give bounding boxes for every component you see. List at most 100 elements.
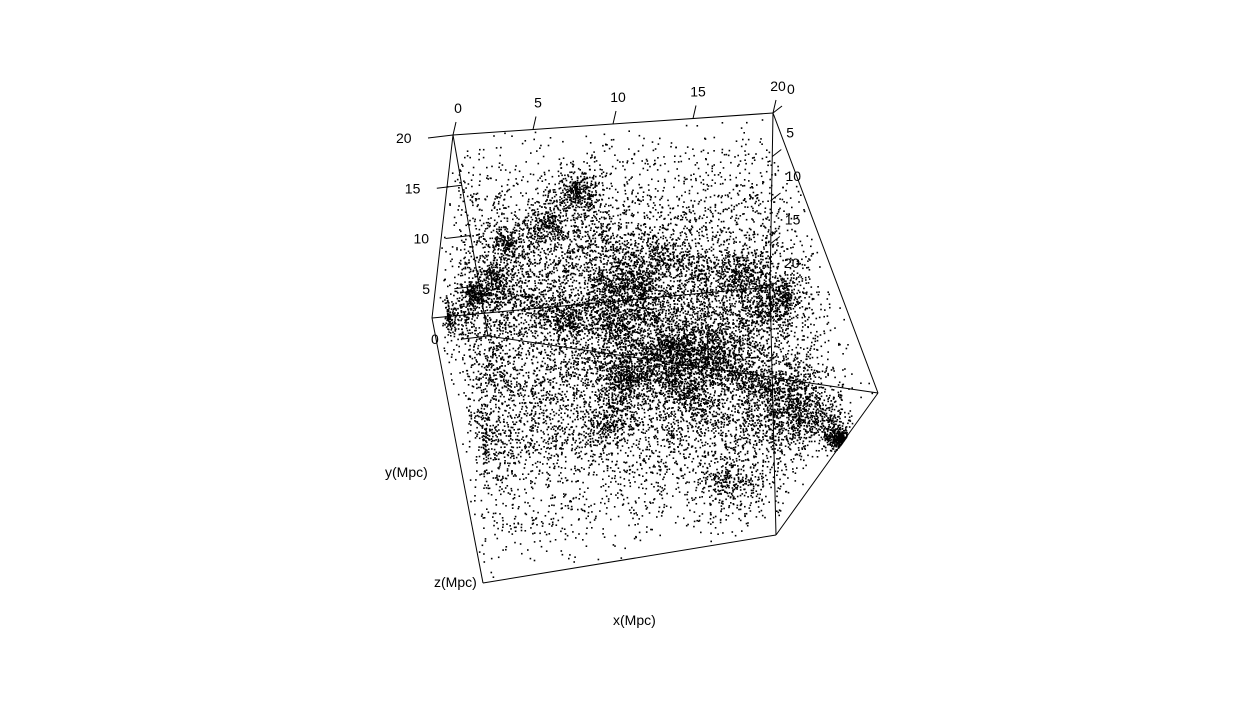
data-point bbox=[523, 385, 525, 388]
data-point bbox=[530, 316, 533, 319]
data-point bbox=[474, 495, 476, 497]
data-point bbox=[726, 208, 728, 211]
data-point bbox=[763, 395, 766, 398]
data-point bbox=[714, 206, 717, 208]
data-point bbox=[806, 402, 809, 404]
data-point bbox=[693, 200, 696, 202]
data-point bbox=[608, 272, 611, 274]
data-point bbox=[619, 403, 622, 405]
data-point bbox=[628, 328, 630, 330]
data-point bbox=[628, 148, 630, 150]
data-point bbox=[711, 227, 713, 229]
data-point bbox=[665, 382, 667, 384]
data-point bbox=[609, 333, 611, 336]
data-point bbox=[784, 297, 787, 300]
data-point bbox=[667, 385, 670, 387]
data-point bbox=[666, 492, 668, 495]
data-point bbox=[778, 346, 780, 349]
data-point bbox=[522, 239, 525, 241]
data-point bbox=[776, 315, 778, 317]
data-point bbox=[647, 387, 650, 390]
data-point bbox=[467, 311, 470, 313]
data-point bbox=[736, 504, 739, 507]
data-point bbox=[779, 255, 782, 258]
data-point bbox=[598, 456, 601, 458]
data-point bbox=[758, 312, 760, 314]
data-point bbox=[608, 386, 610, 388]
data-point bbox=[638, 518, 640, 520]
data-point bbox=[544, 323, 547, 326]
data-point bbox=[614, 274, 616, 277]
data-point bbox=[638, 281, 640, 284]
data-point bbox=[652, 417, 654, 419]
data-point bbox=[665, 376, 668, 379]
data-point bbox=[760, 270, 762, 272]
data-point bbox=[496, 305, 499, 307]
data-point bbox=[798, 454, 801, 457]
data-point bbox=[626, 405, 628, 408]
data-point bbox=[734, 254, 736, 256]
data-point bbox=[482, 233, 485, 235]
data-point bbox=[714, 346, 717, 349]
data-point bbox=[540, 521, 543, 523]
data-point bbox=[554, 243, 556, 245]
data-point bbox=[512, 452, 514, 455]
data-point bbox=[510, 294, 512, 297]
data-point bbox=[489, 225, 491, 227]
data-point bbox=[609, 283, 612, 285]
data-point bbox=[619, 218, 622, 221]
data-point bbox=[827, 374, 829, 377]
data-point bbox=[810, 403, 812, 405]
data-point bbox=[581, 179, 584, 182]
data-point bbox=[737, 279, 740, 281]
data-point bbox=[706, 376, 709, 378]
data-point bbox=[594, 366, 597, 369]
data-point bbox=[517, 460, 520, 463]
data-point bbox=[615, 325, 618, 328]
data-point bbox=[492, 310, 494, 313]
data-point bbox=[622, 279, 625, 282]
data-point bbox=[754, 402, 757, 404]
data-point bbox=[785, 356, 787, 358]
data-point bbox=[673, 280, 675, 283]
data-point bbox=[716, 468, 718, 471]
data-point bbox=[590, 240, 592, 243]
data-point bbox=[485, 382, 487, 384]
data-point bbox=[662, 237, 664, 240]
data-point bbox=[726, 247, 729, 249]
data-point bbox=[501, 255, 503, 258]
data-point bbox=[529, 429, 531, 431]
data-point bbox=[612, 257, 614, 259]
data-point bbox=[751, 218, 753, 220]
data-point bbox=[599, 334, 602, 337]
data-point bbox=[631, 344, 634, 347]
data-point bbox=[563, 528, 566, 530]
data-point bbox=[651, 340, 654, 342]
data-point bbox=[738, 459, 741, 461]
data-point bbox=[603, 386, 606, 389]
data-point bbox=[612, 334, 614, 337]
data-point bbox=[548, 379, 551, 382]
data-point bbox=[497, 527, 499, 530]
data-point bbox=[688, 366, 691, 369]
data-point bbox=[777, 413, 779, 415]
data-point bbox=[601, 384, 603, 387]
data-point bbox=[837, 434, 840, 436]
data-point bbox=[759, 472, 762, 475]
data-point bbox=[600, 455, 602, 458]
data-point bbox=[760, 258, 762, 261]
data-point bbox=[742, 430, 745, 433]
data-point bbox=[618, 252, 621, 254]
data-point bbox=[755, 295, 757, 298]
data-point bbox=[712, 373, 715, 375]
data-point bbox=[768, 314, 770, 316]
data-point bbox=[678, 371, 681, 374]
data-point bbox=[606, 285, 608, 288]
data-point bbox=[599, 368, 601, 371]
data-point bbox=[646, 244, 649, 246]
data-point bbox=[636, 270, 638, 273]
data-point bbox=[763, 354, 765, 356]
data-point bbox=[589, 366, 591, 369]
data-point bbox=[489, 363, 492, 366]
data-point bbox=[747, 138, 750, 141]
